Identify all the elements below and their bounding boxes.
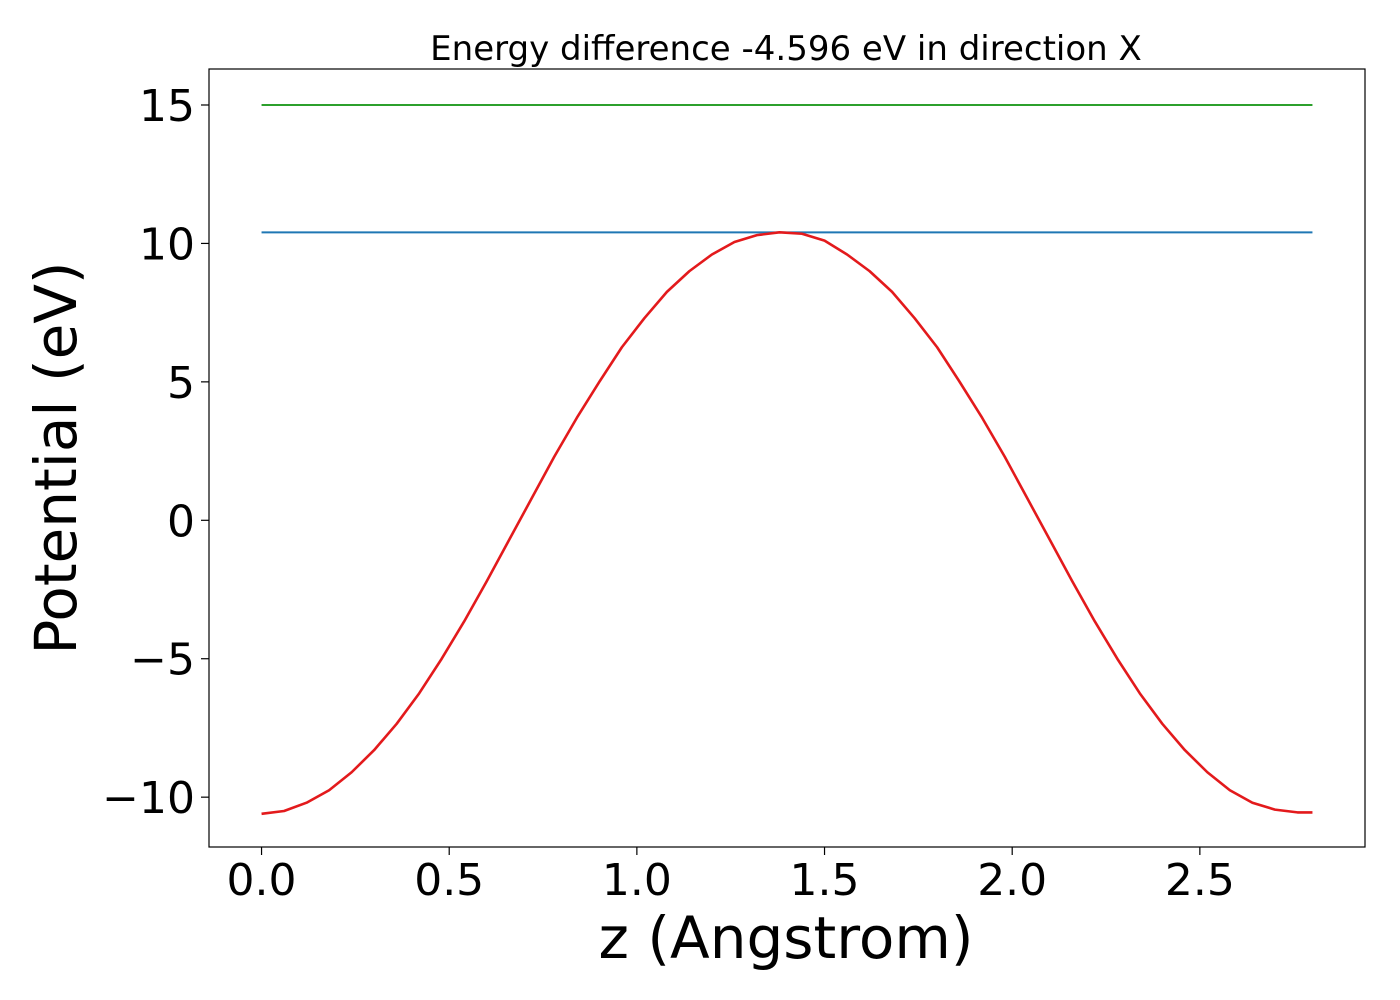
series-layer — [261, 103, 1313, 816]
y-tick-label: 10 — [139, 219, 195, 270]
x-tick-label: 2.0 — [977, 855, 1047, 906]
y-tick-label: −10 — [102, 773, 195, 824]
x-tick-label: 1.5 — [790, 855, 860, 906]
x-tick-label: 2.5 — [1165, 855, 1235, 906]
x-tick-label: 0.5 — [414, 855, 484, 906]
y-tick-label: 5 — [167, 358, 195, 409]
y-tick-label: 15 — [139, 81, 195, 132]
x-axis-label: z (Angstrom) — [599, 904, 974, 972]
x-tick-label: 1.0 — [602, 855, 672, 906]
y-axis-label: Potential (eV) — [22, 261, 90, 654]
x-axis: 0.0 0.5 1.0 1.5 2.0 2.5 — [227, 847, 1235, 906]
y-tick-label: −5 — [130, 635, 195, 686]
x-tick-label: 0.0 — [227, 855, 297, 906]
axes-frame — [208, 68, 1366, 848]
chart-title: Energy difference -4.596 eV in direction… — [430, 29, 1142, 69]
y-axis: −10 −5 0 5 10 15 — [102, 81, 209, 824]
y-tick-label: 0 — [167, 496, 195, 547]
series-line-3 — [261, 231, 1313, 816]
